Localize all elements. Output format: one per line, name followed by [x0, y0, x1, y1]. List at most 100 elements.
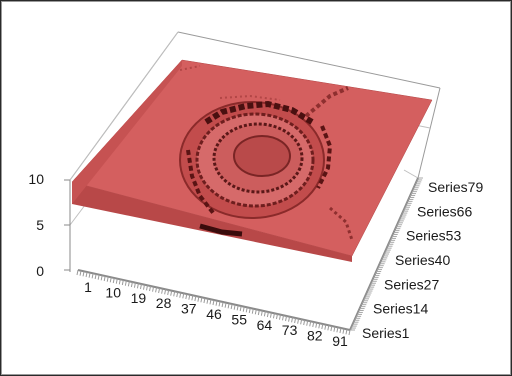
x-tick-73: 73	[282, 322, 298, 338]
x-tick-mark	[312, 321, 315, 328]
x-tick-mark	[136, 283, 139, 289]
x-tick-mark	[288, 316, 291, 322]
z-tick-10: 10	[28, 171, 44, 187]
grid-line-z-10	[69, 31, 179, 181]
x-tick-mark	[245, 307, 248, 313]
x-tick-mark	[236, 305, 239, 311]
right-wall-edge	[417, 87, 441, 179]
x-tick-mark	[266, 311, 269, 318]
x-tick-mark	[100, 275, 103, 281]
series-tick-series14: Series14	[373, 301, 428, 317]
x-tick-mark	[324, 324, 327, 330]
x-tick-mark	[257, 309, 260, 316]
x-tick-mark	[342, 328, 345, 334]
x-tick-mark	[79, 270, 82, 276]
x-tick-mark	[233, 304, 236, 310]
x-tick-mark	[188, 294, 191, 300]
x-tick-mark	[88, 272, 91, 278]
x-tick-mark	[303, 319, 306, 326]
x-tick-mark	[263, 311, 266, 317]
x-tick-37: 37	[181, 301, 197, 317]
x-tick-28: 28	[156, 295, 172, 311]
surface-front-face	[72, 182, 352, 262]
surface-ridge-1	[304, 86, 349, 118]
x-tick-mark	[315, 322, 318, 328]
series-tick-series66: Series66	[417, 203, 472, 219]
x-tick-mark	[224, 302, 227, 308]
x-tick-mark	[115, 278, 118, 284]
x-tick-mark	[149, 285, 152, 292]
x-tick-mark	[170, 290, 173, 296]
grid-line-z-0-right	[403, 169, 419, 179]
x-tick-mark	[76, 269, 79, 276]
x-tick-mark	[248, 307, 251, 314]
x-tick-mark	[345, 329, 348, 335]
x-tick-mark	[158, 287, 161, 294]
x-tick-mark	[109, 277, 112, 283]
x-tick-mark	[164, 289, 167, 295]
x-tick-mark	[318, 323, 321, 329]
x-tick-mark	[321, 323, 324, 330]
x-tick-mark	[191, 295, 194, 301]
surface-left-edge-face	[72, 60, 182, 204]
x-tick-mark	[275, 313, 278, 320]
x-tick-mark	[309, 321, 312, 327]
x-tick-mark	[339, 327, 342, 334]
x-tick-mark	[300, 319, 303, 325]
x-tick-mark	[155, 287, 158, 293]
x-tick-mark	[121, 279, 124, 286]
floor-axes	[76, 177, 423, 336]
x-tick-mark	[330, 325, 333, 332]
x-tick-mark	[118, 279, 121, 285]
bowl-stands-right	[316, 125, 333, 189]
x-tick-mark	[185, 293, 188, 300]
z-tick-5: 5	[36, 217, 44, 233]
x-tick-mark	[103, 275, 106, 282]
x-tick-mark	[133, 282, 136, 288]
x-tick-mark	[112, 277, 115, 284]
x-tick-mark	[209, 299, 212, 305]
x-tick-mark	[91, 273, 94, 279]
bowl-stands-left	[186, 149, 216, 216]
x-tick-mark	[200, 297, 203, 303]
x-tick-mark	[152, 286, 155, 292]
x-tick-mark	[291, 317, 294, 323]
x-tick-marks	[76, 269, 351, 336]
x-tick-mark	[142, 284, 145, 290]
x-tick-mark	[285, 315, 288, 322]
x-tick-mark	[251, 308, 254, 314]
x-tick-mark	[94, 273, 97, 280]
bowl-stands-top	[204, 100, 314, 125]
x-tick-mark	[215, 300, 218, 306]
series-tick-series79: Series79	[428, 179, 483, 195]
x-tick-mark	[327, 325, 330, 331]
x-tick-mark	[260, 310, 263, 316]
x-tick-mark	[161, 288, 164, 294]
x-tick-mark	[348, 329, 351, 336]
x-tick-mark	[282, 315, 285, 321]
x-tick-55: 55	[231, 311, 247, 327]
x-tick-mark	[297, 318, 300, 324]
x-tick-91: 91	[332, 333, 348, 349]
x-tick-10: 10	[105, 284, 121, 300]
x-tick-1: 1	[84, 279, 92, 295]
x-tick-mark	[194, 295, 197, 302]
surface-ridge-2	[329, 206, 354, 241]
x-tick-mark	[197, 296, 200, 302]
x-tick-mark	[127, 281, 130, 287]
x-tick-19: 19	[131, 290, 147, 306]
series-tick-series40: Series40	[395, 252, 450, 268]
x-tick-mark	[97, 274, 100, 280]
x-tick-mark	[218, 301, 221, 307]
x-tick-labels: 1 10 19 28 37 46 55 64 73 82 91	[84, 279, 348, 349]
series-tick-marks	[350, 177, 423, 331]
x-tick-mark	[212, 299, 215, 306]
bowl-floor	[233, 135, 291, 177]
x-tick-mark	[272, 313, 275, 319]
x-tick-mark	[167, 289, 170, 296]
x-tick-mark	[221, 301, 224, 308]
x-tick-mark	[106, 276, 109, 282]
x-tick-mark	[203, 297, 206, 304]
bowl-front-gap	[199, 223, 243, 237]
